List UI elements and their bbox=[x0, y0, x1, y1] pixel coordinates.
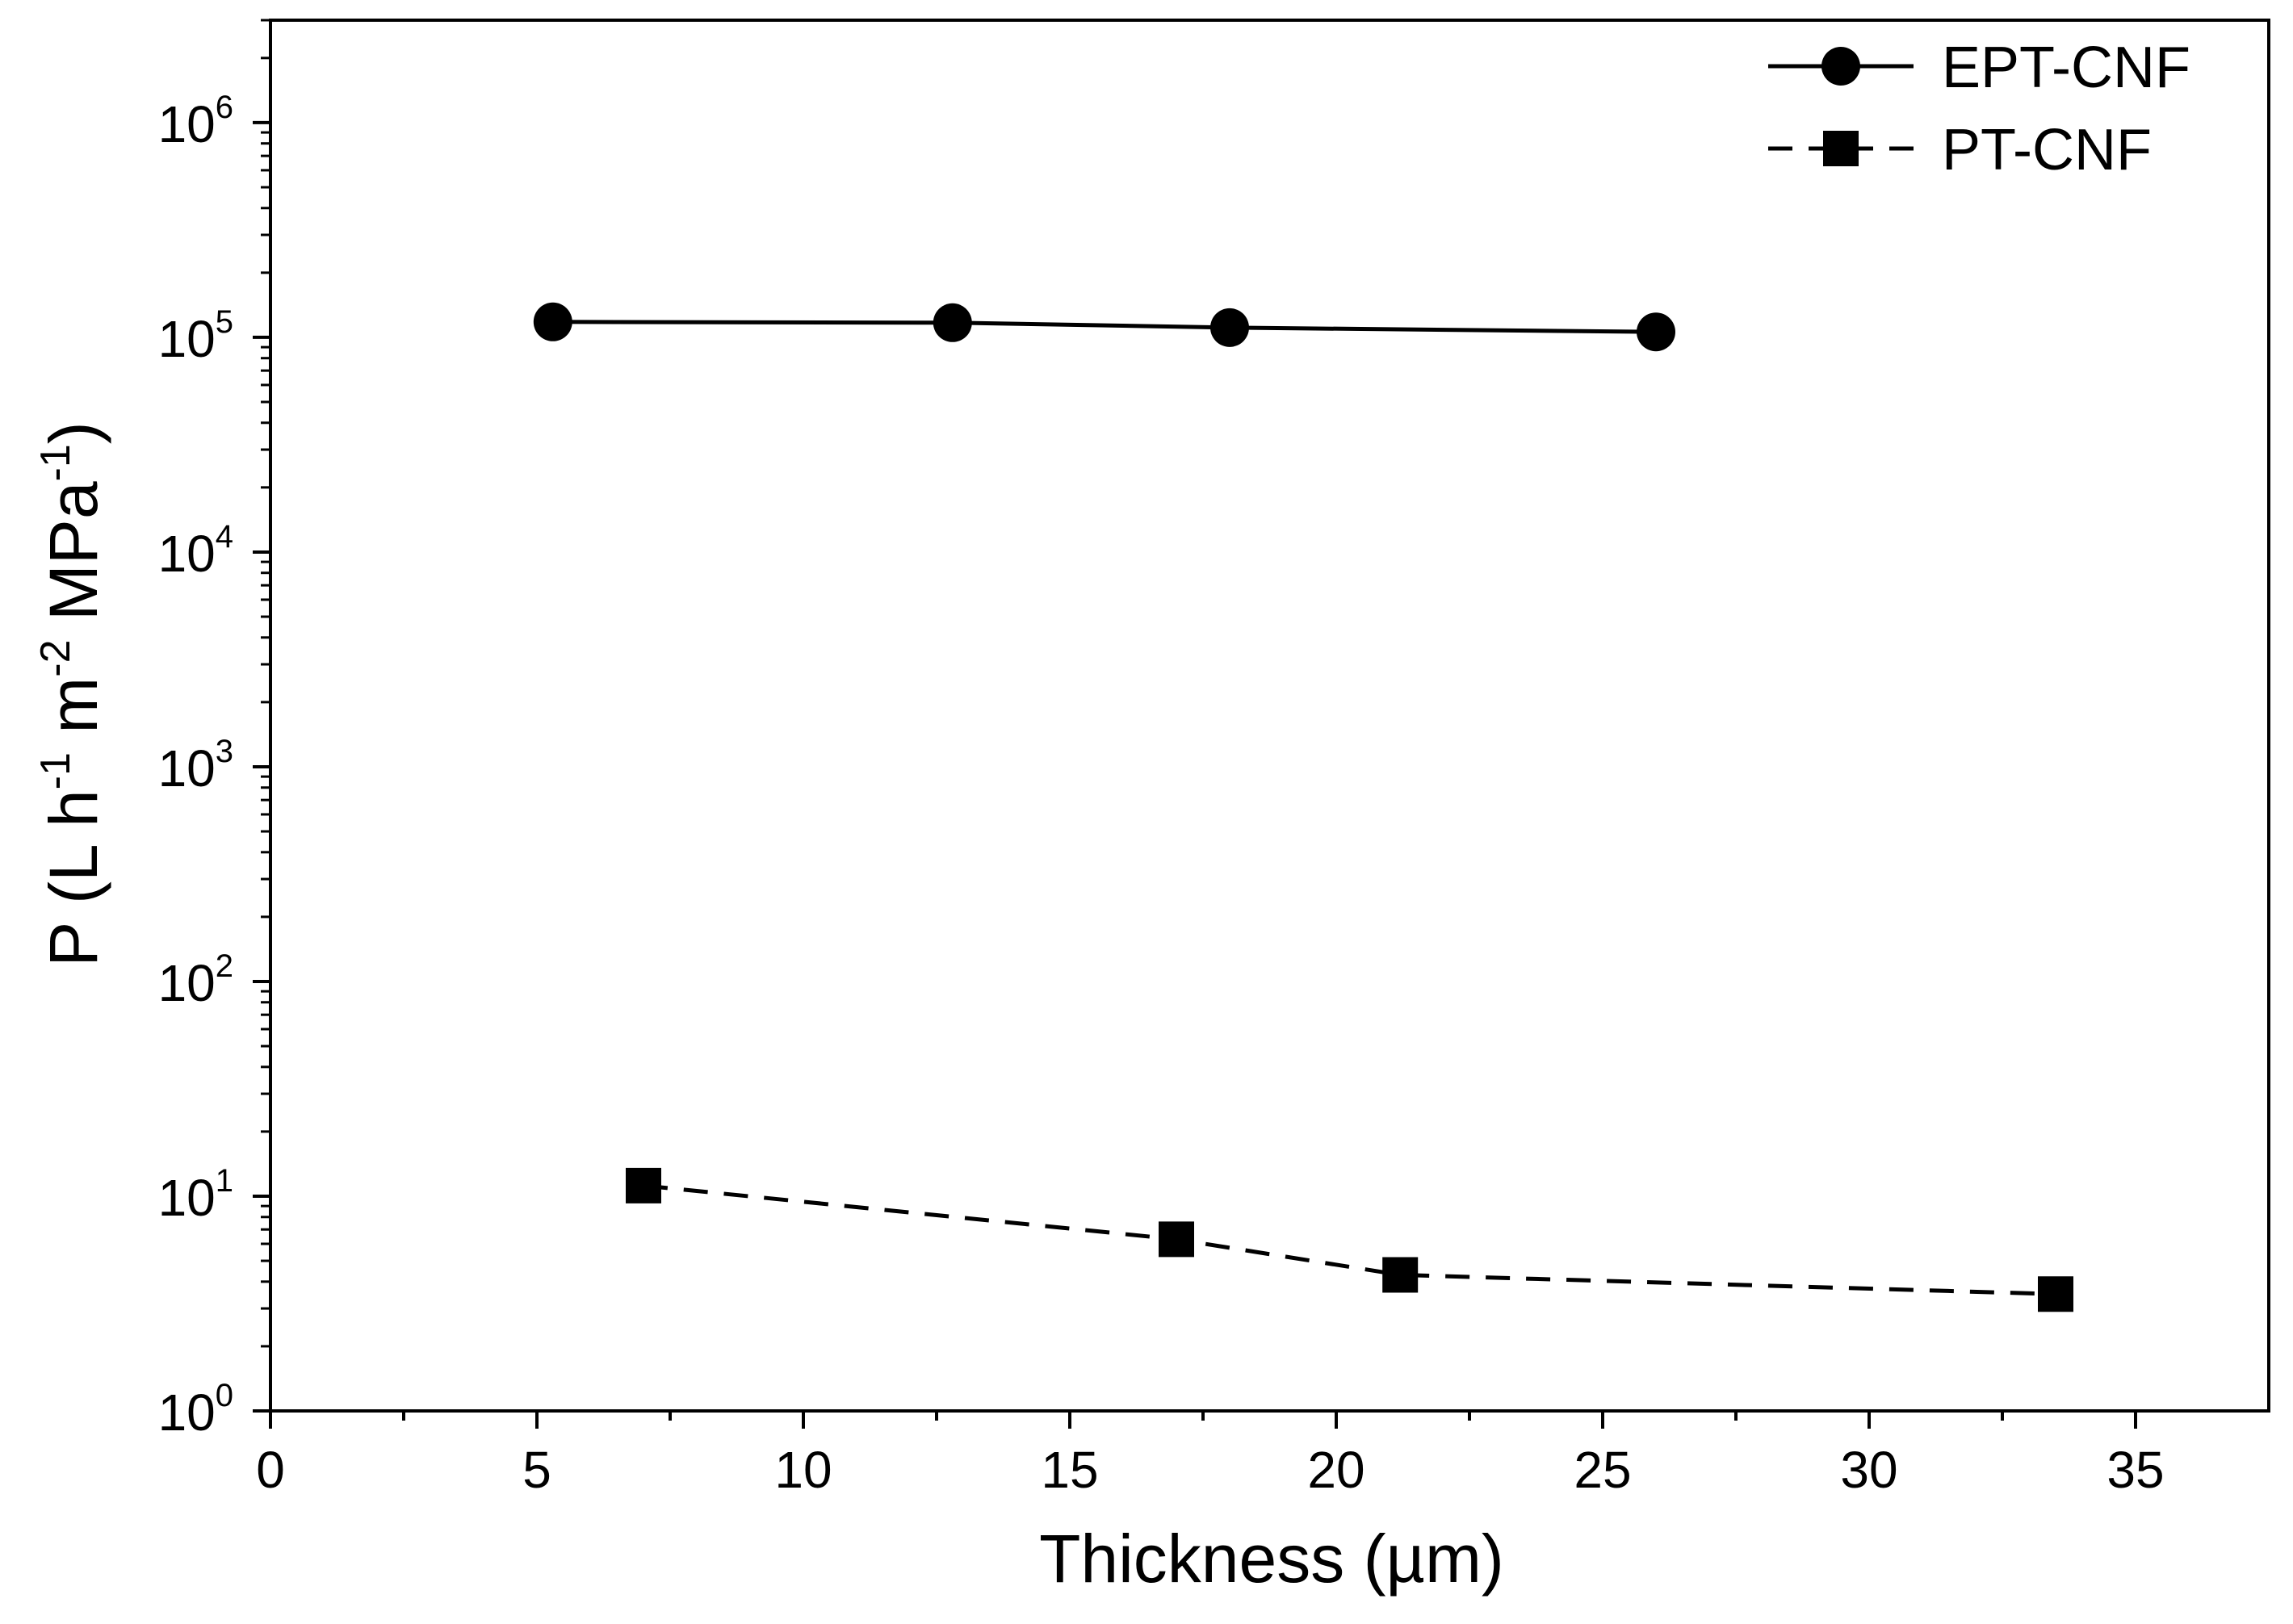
x-axis: 0 5 10 15 20 25 30 35 bbox=[256, 1411, 2165, 1499]
x-tick-label: 30 bbox=[1840, 1441, 1897, 1499]
data-point bbox=[626, 1167, 661, 1203]
x-tick-label: 5 bbox=[522, 1441, 551, 1499]
legend-label: PT-CNF bbox=[1942, 118, 2152, 182]
x-axis-title: Thickness (µm) bbox=[1039, 1521, 1504, 1597]
x-tick-label: 20 bbox=[1307, 1441, 1364, 1499]
legend-label: EPT-CNF bbox=[1942, 36, 2190, 100]
x-tick-label: 35 bbox=[2106, 1441, 2164, 1499]
y-tick-label: 104 bbox=[158, 519, 233, 583]
data-point bbox=[1637, 312, 1675, 352]
data-point bbox=[533, 302, 572, 341]
series-ept-cnf bbox=[533, 302, 1675, 352]
data-point bbox=[1382, 1257, 1419, 1293]
series-line bbox=[643, 1183, 2056, 1296]
series-pt-cnf bbox=[626, 1167, 2073, 1312]
y-tick-label: 102 bbox=[158, 948, 233, 1012]
x-tick-label: 25 bbox=[1574, 1441, 1631, 1499]
legend-item: PT-CNF bbox=[1768, 118, 2152, 182]
y-tick-label: 103 bbox=[158, 734, 233, 797]
series-line bbox=[552, 320, 1657, 334]
legend: EPT-CNF PT-CNF bbox=[1768, 36, 2190, 182]
data-point bbox=[2038, 1276, 2073, 1312]
y-tick-label: 101 bbox=[158, 1163, 233, 1227]
legend-item: EPT-CNF bbox=[1768, 36, 2190, 100]
plot-frame bbox=[269, 19, 2270, 1413]
plot-border bbox=[269, 19, 2270, 1413]
data-point bbox=[1210, 308, 1249, 347]
data-point bbox=[933, 303, 972, 342]
y-tick-label: 105 bbox=[158, 304, 233, 368]
y-axis: 100 101 102 103 104 105 106 bbox=[158, 19, 270, 1442]
series-layer bbox=[533, 302, 2073, 1312]
legend-marker bbox=[1821, 47, 1860, 86]
legend-marker bbox=[1823, 131, 1859, 166]
x-tick-label: 10 bbox=[774, 1441, 832, 1499]
data-point bbox=[1159, 1221, 1194, 1258]
y-tick-label: 106 bbox=[158, 90, 233, 153]
y-tick-label: 100 bbox=[158, 1378, 233, 1442]
x-tick-label: 15 bbox=[1041, 1441, 1098, 1499]
x-tick-label: 0 bbox=[256, 1441, 285, 1499]
y-axis-title: P (L h-1 m-2 MPa-1) bbox=[32, 421, 111, 967]
